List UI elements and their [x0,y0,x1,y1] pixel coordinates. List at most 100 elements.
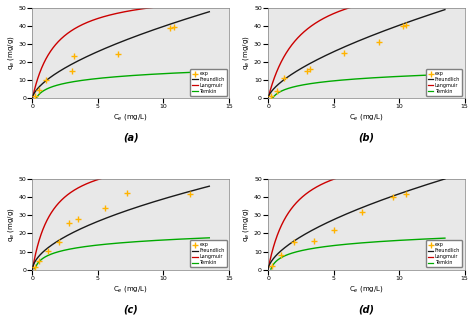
Temkin [115,241,120,245]
Point [310,238,318,243]
Point [277,253,285,258]
Langmuir [438,159,444,163]
Point [389,194,396,200]
Temkin [438,73,444,77]
Freundlich [125,37,131,41]
Freundlich [410,18,416,22]
Freundlich [202,185,208,189]
Freundlich [371,201,376,205]
Temkin [135,73,141,77]
Langmuir [371,167,376,171]
Legend: exp, Freundlich, Langmuir, Temkin: exp, Freundlich, Langmuir, Temkin [190,69,227,96]
Point [114,51,121,57]
Freundlich [265,96,271,100]
Temkin [125,74,131,78]
Temkin [125,240,131,244]
Temkin [202,236,208,240]
Langmuir [30,96,36,100]
Freundlich [125,208,131,212]
Point [31,94,39,99]
Text: (b): (b) [358,133,374,143]
Point [31,264,39,269]
Temkin [202,70,208,74]
Point [402,22,410,27]
Langmuir [371,0,376,3]
Temkin [207,236,212,240]
Freundlich [202,11,208,15]
Temkin [361,76,366,80]
Freundlich [442,177,448,181]
Point [280,76,288,81]
Langmuir [442,159,448,163]
Langmuir [202,1,208,5]
Line: Temkin: Temkin [273,74,445,98]
Langmuir [115,172,120,176]
Langmuir [135,8,141,12]
Point [166,25,174,30]
Temkin [410,238,416,241]
X-axis label: C$_{e}$ (mg/L): C$_{e}$ (mg/L) [113,112,148,122]
Freundlich [207,10,212,14]
Temkin [349,242,355,246]
Point [267,94,274,99]
Freundlich [442,8,448,12]
Langmuir [30,267,36,271]
Point [273,89,281,94]
Point [65,220,73,225]
Temkin [114,75,119,79]
Line: Freundlich: Freundlich [268,179,445,269]
Point [291,240,298,245]
Point [123,190,130,195]
Point [399,23,407,28]
Line: Temkin: Temkin [271,238,445,269]
Text: (a): (a) [123,133,138,143]
Temkin [207,70,212,74]
Point [74,216,82,221]
Line: Temkin: Temkin [35,238,210,269]
Temkin [410,74,416,78]
Langmuir [265,96,271,100]
Point [340,50,348,56]
Langmuir [114,12,119,15]
Temkin [115,75,120,79]
Point [330,227,337,232]
Temkin [438,236,444,240]
Point [303,68,311,74]
Y-axis label: q$_{e}$ (mg/g): q$_{e}$ (mg/g) [241,207,251,242]
Line: Freundlich: Freundlich [33,186,210,269]
Legend: exp, Freundlich, Langmuir, Temkin: exp, Freundlich, Langmuir, Temkin [426,240,462,267]
Temkin [371,76,376,80]
Point [186,191,193,196]
Y-axis label: q$_{e}$ (mg/g): q$_{e}$ (mg/g) [241,36,251,70]
Langmuir [174,164,180,168]
Point [268,264,276,269]
Langmuir [125,9,131,13]
Temkin [174,71,180,75]
Point [35,88,43,93]
Freundlich [174,20,180,24]
Freundlich [114,42,119,46]
Y-axis label: q$_{e}$ (mg/g): q$_{e}$ (mg/g) [6,207,16,242]
Langmuir [410,162,416,166]
Temkin [349,77,355,81]
Freundlich [114,212,119,216]
Langmuir [350,171,356,175]
Line: Langmuir: Langmuir [268,161,445,270]
Langmuir [265,268,271,272]
Point [359,209,366,214]
Point [306,66,314,72]
Freundlich [350,209,356,213]
Freundlich [438,9,444,13]
Point [100,205,108,211]
Freundlich [371,33,376,37]
Freundlich [115,41,120,45]
Freundlich [135,205,141,209]
Freundlich [361,205,366,209]
X-axis label: C$_{e}$ (mg/L): C$_{e}$ (mg/L) [349,112,384,122]
Freundlich [361,37,366,41]
Line: Temkin: Temkin [36,72,210,98]
Langmuir [135,169,141,173]
Temkin [135,240,141,243]
Temkin [350,241,356,245]
Freundlich [174,193,180,197]
